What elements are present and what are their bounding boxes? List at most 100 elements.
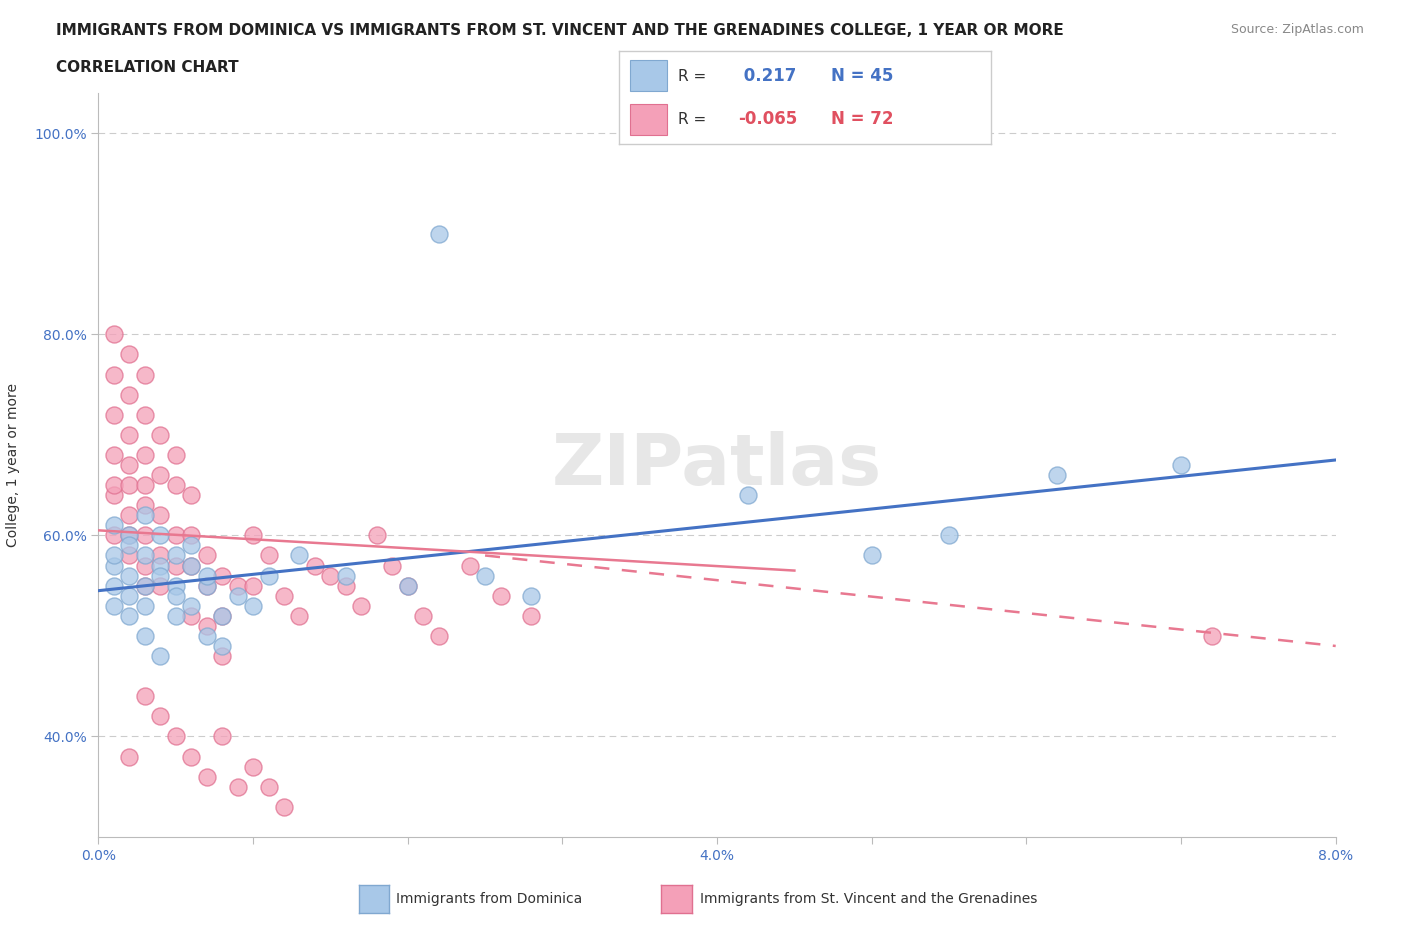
Point xyxy=(319,568,342,583)
Point xyxy=(165,548,187,563)
Text: R =: R = xyxy=(678,69,706,84)
Point xyxy=(257,548,280,563)
Point xyxy=(103,487,125,502)
Point xyxy=(520,608,543,623)
Text: CORRELATION CHART: CORRELATION CHART xyxy=(56,60,239,75)
Point xyxy=(134,578,156,593)
Point xyxy=(366,528,388,543)
Point xyxy=(103,598,125,613)
Text: 0.217: 0.217 xyxy=(738,67,796,86)
Point xyxy=(1046,468,1069,483)
Point xyxy=(211,568,233,583)
Point xyxy=(273,589,295,604)
Point xyxy=(211,729,233,744)
Point xyxy=(242,598,264,613)
Point xyxy=(427,226,450,241)
Point xyxy=(118,750,141,764)
Point xyxy=(396,578,419,593)
Point xyxy=(103,528,125,543)
Point xyxy=(165,478,187,493)
Point xyxy=(257,568,280,583)
Point xyxy=(165,578,187,593)
Text: Source: ZipAtlas.com: Source: ZipAtlas.com xyxy=(1230,23,1364,36)
Point xyxy=(165,608,187,623)
Point xyxy=(103,578,125,593)
Point xyxy=(288,608,311,623)
Point xyxy=(257,779,280,794)
Point xyxy=(134,528,156,543)
Point xyxy=(180,558,202,573)
Point xyxy=(226,589,249,604)
Point xyxy=(458,558,481,573)
Point xyxy=(149,648,172,663)
Point xyxy=(103,478,125,493)
Point xyxy=(118,608,141,623)
Point xyxy=(118,347,141,362)
Point xyxy=(134,508,156,523)
Point xyxy=(381,558,404,573)
Point xyxy=(335,568,357,583)
Point xyxy=(118,528,141,543)
Point xyxy=(149,568,172,583)
Point xyxy=(103,326,125,341)
Point xyxy=(165,558,187,573)
Point xyxy=(195,769,218,784)
Text: N = 72: N = 72 xyxy=(831,110,894,128)
Point xyxy=(211,608,233,623)
Text: R =: R = xyxy=(678,112,706,126)
Point xyxy=(211,639,233,654)
Point xyxy=(304,558,326,573)
Point xyxy=(149,578,172,593)
Point xyxy=(134,478,156,493)
Point xyxy=(226,779,249,794)
Point xyxy=(149,709,172,724)
Point xyxy=(242,759,264,774)
Point xyxy=(938,528,960,543)
Point xyxy=(134,629,156,644)
Point xyxy=(165,729,187,744)
Point xyxy=(273,800,295,815)
Point xyxy=(180,598,202,613)
Point xyxy=(149,468,172,483)
Point xyxy=(103,548,125,563)
Point xyxy=(134,548,156,563)
Point xyxy=(195,548,218,563)
Point xyxy=(134,498,156,512)
Text: -0.065: -0.065 xyxy=(738,110,797,128)
Point xyxy=(134,407,156,422)
Point xyxy=(118,589,141,604)
Point xyxy=(118,568,141,583)
Point xyxy=(242,578,264,593)
Point xyxy=(118,458,141,472)
Point xyxy=(149,548,172,563)
Point xyxy=(737,487,759,502)
Point xyxy=(149,558,172,573)
Y-axis label: College, 1 year or more: College, 1 year or more xyxy=(6,383,20,547)
Point xyxy=(103,558,125,573)
Point xyxy=(149,528,172,543)
Point xyxy=(226,578,249,593)
Point xyxy=(165,589,187,604)
Point xyxy=(118,387,141,402)
Point xyxy=(195,578,218,593)
Text: Immigrants from St. Vincent and the Grenadines: Immigrants from St. Vincent and the Gren… xyxy=(700,892,1038,907)
Point xyxy=(180,558,202,573)
Point xyxy=(195,618,218,633)
Point xyxy=(474,568,496,583)
Point xyxy=(195,568,218,583)
Point xyxy=(149,508,172,523)
Point xyxy=(1201,629,1223,644)
Point xyxy=(211,608,233,623)
Point xyxy=(180,528,202,543)
Point xyxy=(350,598,373,613)
Point xyxy=(118,508,141,523)
Point xyxy=(118,548,141,563)
Point xyxy=(180,608,202,623)
Point xyxy=(103,407,125,422)
Point xyxy=(134,558,156,573)
Point xyxy=(180,750,202,764)
Point xyxy=(860,548,883,563)
FancyBboxPatch shape xyxy=(630,60,666,91)
Point xyxy=(134,689,156,704)
Point xyxy=(165,528,187,543)
